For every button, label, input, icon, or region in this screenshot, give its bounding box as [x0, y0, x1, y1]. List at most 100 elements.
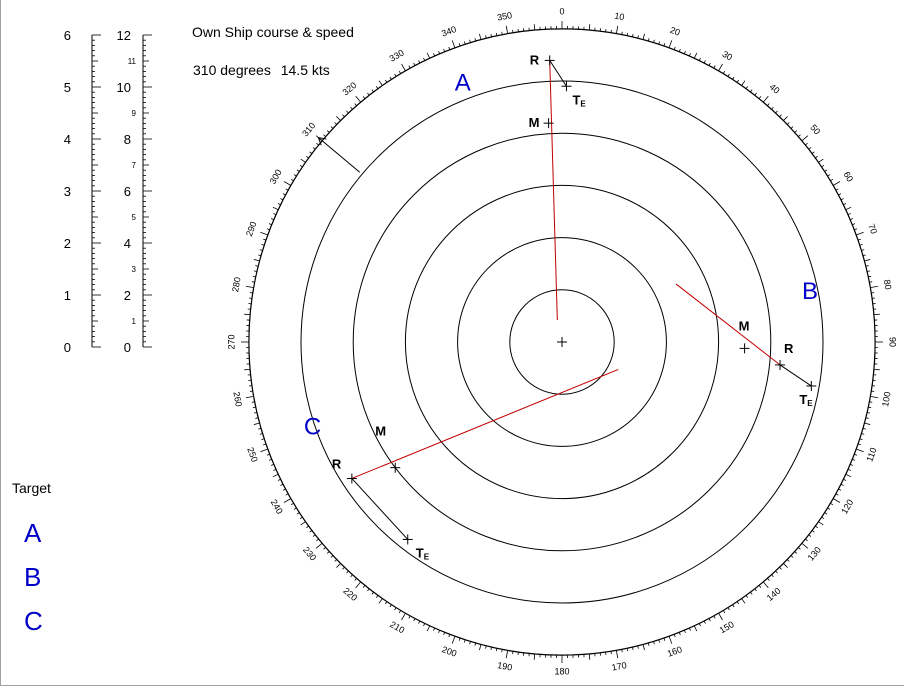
bearing-tick	[326, 130, 330, 133]
bearing-tick	[448, 634, 451, 638]
scale-label: 8	[124, 132, 131, 147]
bearing-tick	[637, 645, 639, 649]
bearing-tick	[708, 618, 711, 622]
bearing-tick	[857, 238, 861, 241]
bearing-tick	[663, 43, 666, 47]
bearing-tick	[245, 285, 254, 289]
scale-label: 5	[64, 80, 71, 95]
bearing-tick	[827, 507, 831, 510]
bearing-tick	[722, 70, 726, 74]
bearing-label: 40	[767, 82, 781, 96]
bearing-tick	[838, 488, 842, 491]
bearing-tick	[621, 31, 623, 35]
bearing-tick	[824, 512, 828, 515]
bearing-tick	[263, 443, 267, 446]
bearing-tick	[637, 35, 639, 39]
bearing-tick	[479, 33, 482, 40]
scale-minor-label: 3	[132, 265, 137, 274]
bearing-tick	[736, 601, 740, 605]
bearing-tick	[252, 406, 256, 409]
bearing-tick	[862, 427, 866, 430]
own-ship-title: Own Ship course & speed	[192, 24, 354, 40]
bearing-tick	[658, 639, 661, 643]
bearing-label: 330	[388, 48, 406, 64]
bearing-tick	[252, 275, 256, 278]
bearing-tick	[869, 281, 873, 283]
bearing-tick	[277, 478, 281, 481]
bearing-tick	[708, 62, 711, 66]
bearing-tick	[254, 412, 258, 414]
bearing-tick	[668, 40, 673, 49]
target-item-c[interactable]: C	[24, 606, 43, 636]
bearing-tick	[870, 395, 879, 399]
bearing-tick	[350, 574, 353, 578]
bearing-tick	[355, 95, 362, 103]
bearing-tick	[808, 534, 812, 537]
bearing-tick	[268, 223, 272, 226]
bearing-tick	[458, 637, 461, 641]
bearing-tick	[854, 453, 858, 456]
bearing-tick	[835, 188, 839, 191]
bearing-tick	[533, 24, 536, 31]
bearing-tick	[408, 615, 411, 619]
bearing-label: 240	[269, 498, 285, 516]
bearing-tick	[693, 625, 698, 632]
bearing-tick	[316, 142, 320, 146]
bearing-tick	[642, 33, 645, 40]
bearing-tick	[843, 478, 847, 481]
bearing-tick	[306, 525, 310, 529]
bearing-tick	[852, 223, 856, 226]
bearing-tick	[783, 563, 788, 568]
point-r	[544, 55, 555, 66]
bearing-tick	[801, 542, 809, 549]
bearing-tick	[413, 62, 416, 66]
target-item-a[interactable]: A	[24, 518, 42, 548]
bearing-label: 290	[244, 220, 259, 238]
bearing-tick	[273, 213, 277, 216]
scale-label: 12	[117, 28, 131, 43]
point-m-label: M	[375, 424, 386, 439]
bearing-tick	[762, 95, 769, 103]
bearing-tick	[266, 453, 270, 456]
bearing-tick	[300, 158, 306, 163]
bearing-tick	[270, 218, 275, 221]
bearing-tick	[861, 433, 865, 435]
bearing-tick	[632, 34, 634, 38]
scale-label: 6	[124, 184, 131, 199]
scale-label: 3	[64, 184, 71, 199]
bearing-label: 200	[441, 644, 459, 659]
scale-label: 2	[64, 236, 71, 251]
bearing-tick	[268, 458, 272, 461]
target-item-b[interactable]: B	[24, 562, 42, 592]
bearing-label: 180	[554, 666, 569, 676]
bearing-tick	[355, 581, 362, 589]
bearing-tick	[463, 639, 466, 643]
bearing-tick	[865, 265, 869, 267]
point-te	[806, 380, 817, 391]
bearing-tick	[451, 40, 456, 49]
bearing-tick	[469, 641, 471, 645]
bearing-tick	[698, 623, 701, 627]
own-ship-center	[557, 337, 567, 347]
course-arrow-shaft	[318, 137, 361, 173]
bearing-tick	[727, 73, 730, 77]
bearing-tick	[394, 607, 397, 611]
bearing-tick	[786, 122, 790, 125]
bearing-tick	[342, 114, 345, 118]
bearing-tick	[811, 530, 815, 533]
range-ring	[404, 184, 720, 500]
bearing-tick	[727, 607, 730, 611]
bearing-tick	[647, 642, 650, 646]
bearing-tick	[713, 615, 716, 619]
bearing-tick	[835, 493, 839, 496]
bearing-tick	[371, 89, 374, 93]
bearing-label: 300	[268, 168, 284, 186]
bearing-tick	[312, 147, 316, 150]
bearing-tick	[384, 601, 388, 605]
bearing-tick	[283, 181, 292, 186]
bearing-label: 150	[718, 619, 736, 635]
bearing-tick	[273, 468, 277, 471]
bearing-tick	[315, 542, 323, 549]
bearing-tick	[280, 483, 284, 486]
